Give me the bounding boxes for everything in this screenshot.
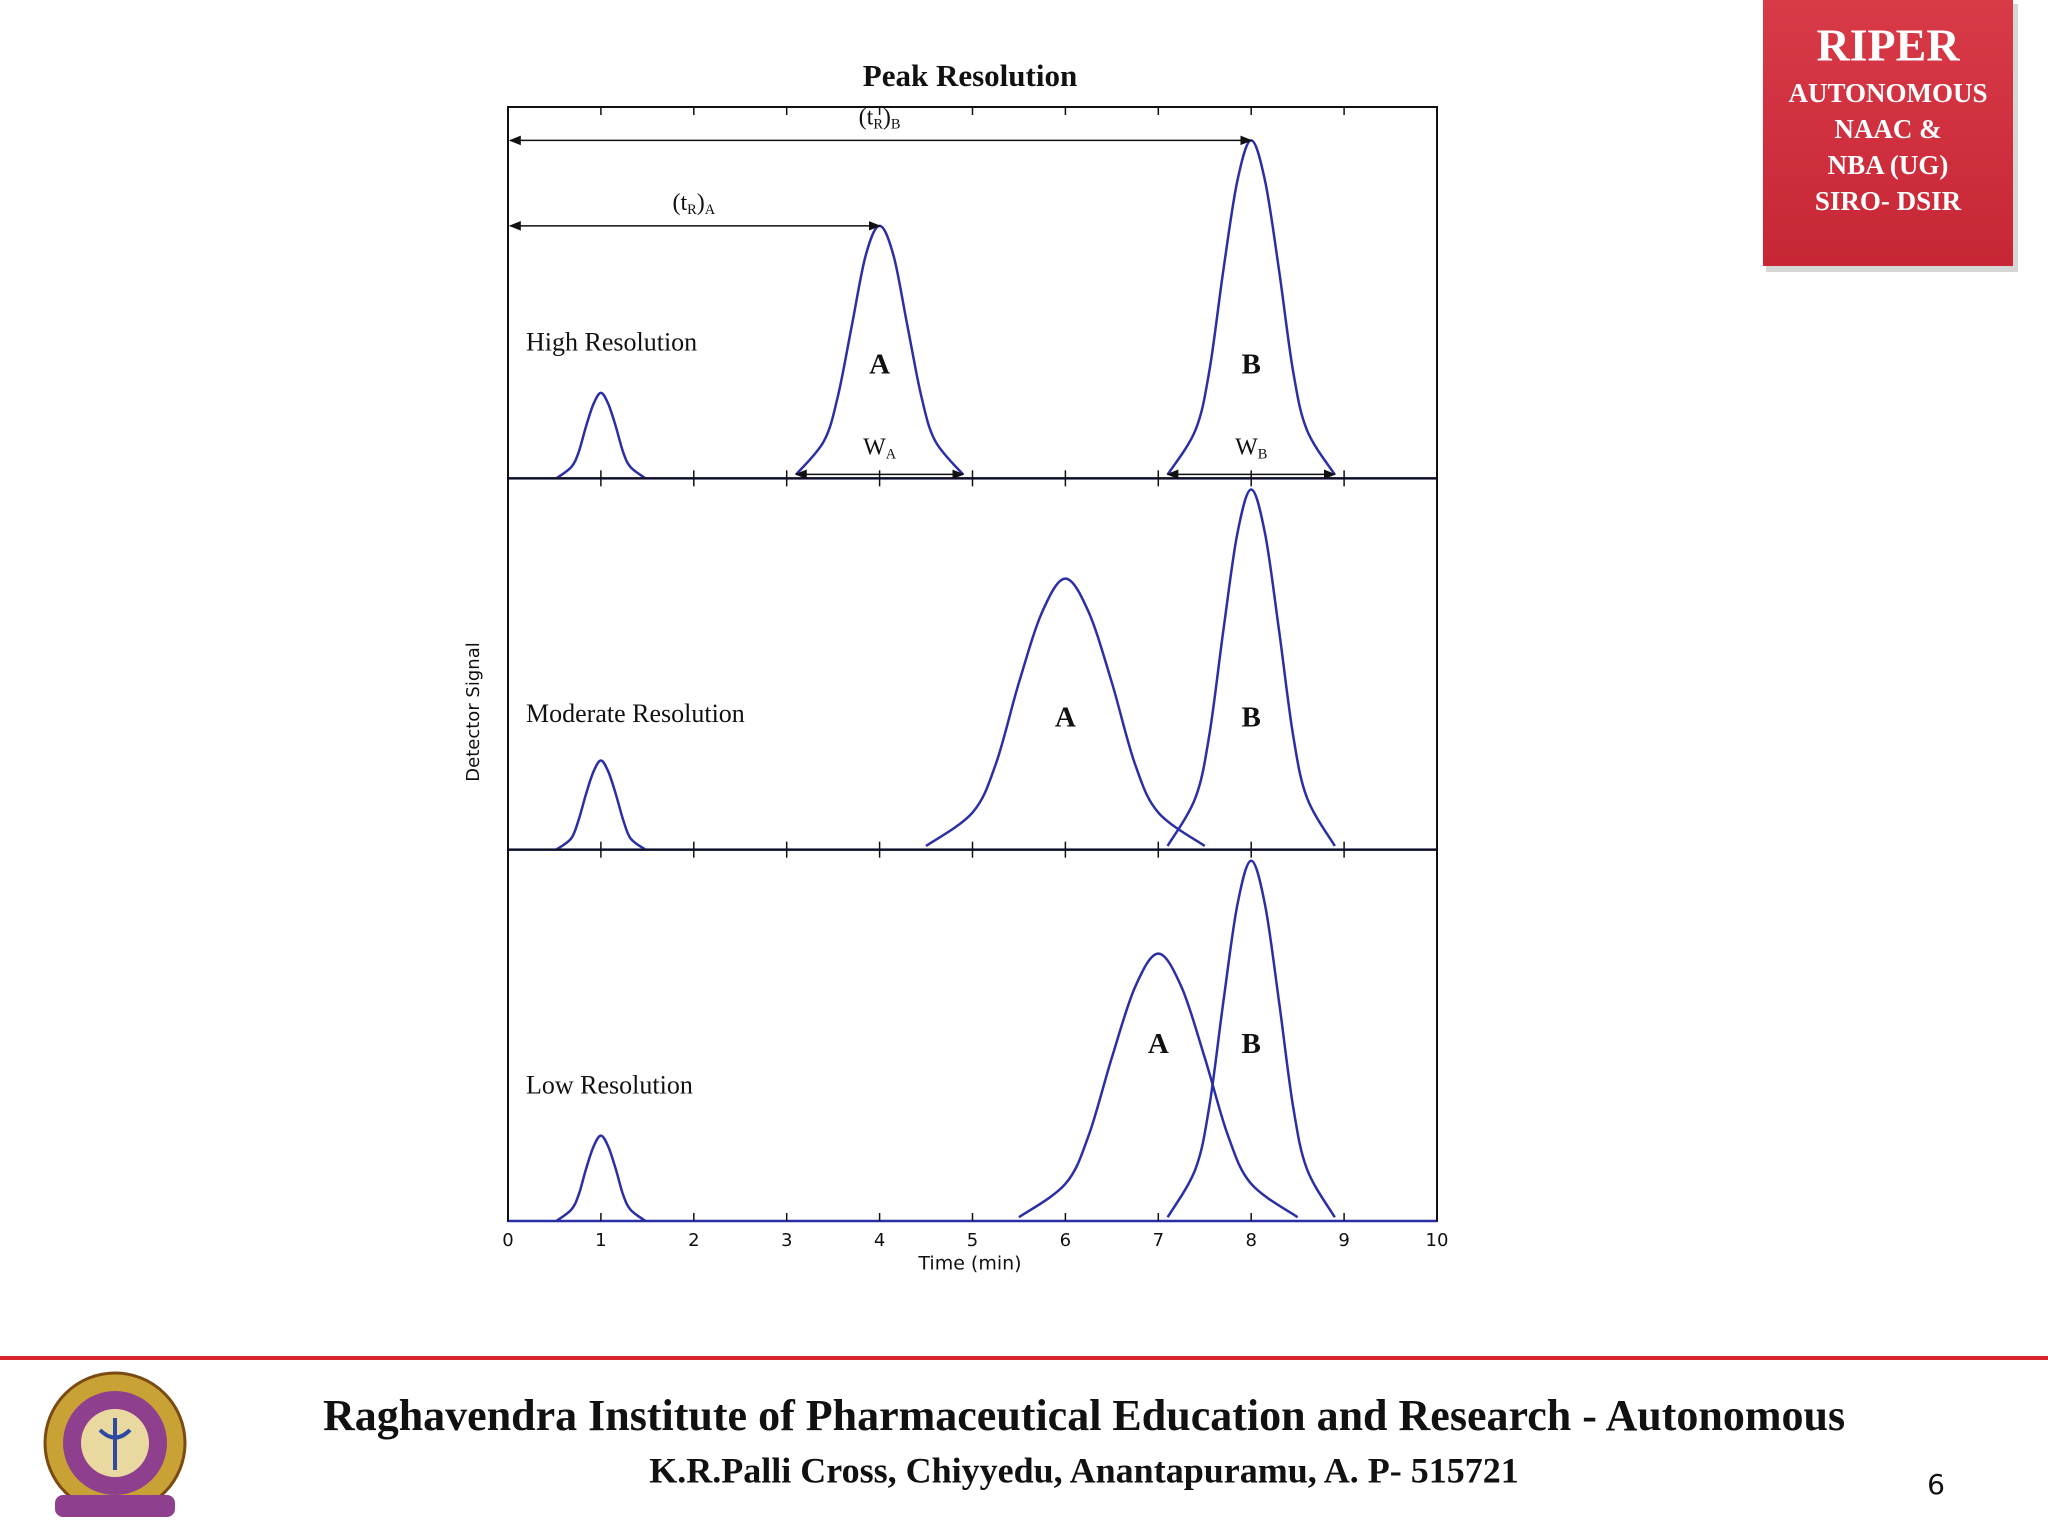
- x-tick-label: 1: [595, 1230, 606, 1251]
- peak-line: [925, 577, 1206, 847]
- peak-label: B: [1242, 701, 1261, 733]
- panel-label: Moderate Resolution: [526, 699, 745, 728]
- page-number: 6: [1927, 1468, 1945, 1501]
- peak-label: A: [869, 349, 890, 381]
- retention-label: (tR)B: [859, 104, 901, 133]
- x-tick-label: 6: [1060, 1230, 1071, 1251]
- peak-line: [555, 391, 647, 480]
- peak-line: [1018, 952, 1299, 1219]
- badge-line: NBA (UG): [1828, 150, 1949, 180]
- badge-line: RIPER: [1816, 20, 1960, 71]
- peak-line: [1166, 488, 1336, 847]
- retention-label-sub: B: [891, 117, 901, 133]
- panel-label: High Resolution: [526, 328, 697, 357]
- width-label-sub: A: [886, 447, 897, 463]
- badge-line: SIRO- DSIR: [1815, 186, 1962, 216]
- width-label-part: W: [1235, 434, 1258, 460]
- x-tick-label: 9: [1338, 1230, 1349, 1251]
- peak-label: A: [1055, 701, 1076, 733]
- badge-line: AUTONOMOUS: [1788, 78, 1987, 108]
- retention-label-part: (t: [859, 104, 874, 130]
- retention-label-sub: R: [687, 202, 697, 218]
- peak-label: A: [1148, 1028, 1169, 1060]
- width-label-part: W: [863, 434, 886, 460]
- peak-line: [555, 759, 647, 851]
- chart-title: Peak Resolution: [863, 58, 1077, 93]
- x-tick-label: 3: [781, 1230, 792, 1251]
- width-label: WB: [1235, 434, 1267, 463]
- peak-line: [1166, 859, 1336, 1218]
- x-tick-label: 5: [967, 1230, 978, 1251]
- peak-line: [555, 1134, 647, 1223]
- institute-address: K.R.Palli Cross, Chiyyedu, Anantapuramu,…: [649, 1450, 1518, 1490]
- retention-label-part: ): [883, 104, 891, 130]
- x-tick-label: 4: [874, 1230, 885, 1251]
- width-label-sub: B: [1258, 447, 1268, 463]
- y-axis-label: Detector Signal: [463, 642, 484, 781]
- institute-name: Raghavendra Institute of Pharmaceutical …: [323, 1391, 1845, 1440]
- peak-label: B: [1242, 1028, 1261, 1060]
- x-tick-label: 7: [1153, 1230, 1164, 1251]
- x-tick-label: 0: [502, 1230, 513, 1251]
- retention-label-sub: R: [873, 117, 883, 133]
- width-label: WA: [863, 434, 897, 463]
- x-axis-label: Time (min): [917, 1253, 1021, 1275]
- x-tick-label: 10: [1426, 1230, 1449, 1251]
- x-tick-label: 2: [688, 1230, 699, 1251]
- retention-label-part: ): [697, 189, 705, 215]
- peak-label: B: [1242, 349, 1261, 381]
- panel-label: Low Resolution: [526, 1070, 693, 1099]
- badge-line: NAAC &: [1834, 114, 1941, 144]
- x-tick-label: 8: [1245, 1230, 1256, 1251]
- retention-label-part: (t: [672, 189, 687, 215]
- badge: [1763, 0, 2013, 266]
- retention-label-sub: A: [705, 202, 716, 218]
- retention-label: (tR)A: [672, 189, 715, 218]
- logo: [43, 1371, 187, 1517]
